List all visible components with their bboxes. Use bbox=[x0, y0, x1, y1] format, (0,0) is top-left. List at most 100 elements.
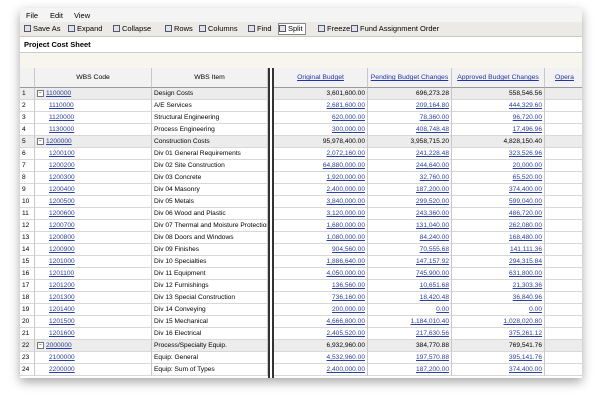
cell-link[interactable]: 1201400 bbox=[49, 306, 75, 313]
cell-link[interactable]: 1200100 bbox=[49, 150, 75, 157]
toolbar-button[interactable]: Expand bbox=[68, 24, 102, 34]
cell-link[interactable]: 3,840,000.00 bbox=[326, 198, 365, 205]
cell-link[interactable]: 374,400.00 bbox=[508, 366, 542, 373]
cell-link[interactable]: 1,184,010.40 bbox=[410, 318, 449, 325]
cell-link[interactable]: 736,160.00 bbox=[331, 294, 365, 301]
cell-link[interactable]: 2100000 bbox=[49, 354, 75, 361]
cell-link[interactable]: 244,640.00 bbox=[415, 162, 449, 169]
cell-link[interactable]: 36,840.96 bbox=[512, 294, 542, 301]
toolbar-button[interactable]: Collapse bbox=[113, 24, 151, 34]
cell-link[interactable]: 1201000 bbox=[49, 258, 75, 265]
cell-link[interactable]: 395,141.76 bbox=[508, 354, 542, 361]
cell-link[interactable]: 209,164.80 bbox=[415, 102, 449, 109]
cell-link[interactable]: 1130000 bbox=[49, 126, 75, 133]
cell-link[interactable]: 197,570.88 bbox=[415, 354, 449, 361]
cell-link[interactable]: 96,720.00 bbox=[512, 114, 542, 121]
cell-link[interactable]: 2,681,600.00 bbox=[326, 102, 365, 109]
cell-link[interactable]: 20,000.00 bbox=[512, 162, 542, 169]
toolbar-button[interactable]: Split bbox=[278, 23, 306, 35]
cell-link[interactable]: 84,240.00 bbox=[419, 234, 449, 241]
cell-link[interactable]: 323,526.96 bbox=[508, 150, 542, 157]
cell-link[interactable]: 1120000 bbox=[49, 114, 75, 121]
column-header[interactable]: Opera bbox=[545, 68, 582, 88]
cell-link[interactable]: 168,480.00 bbox=[508, 234, 542, 241]
cell-link[interactable]: 1100000 bbox=[46, 90, 72, 97]
toolbar-button[interactable]: Columns bbox=[199, 24, 238, 34]
cell-link[interactable]: 1,886,640.00 bbox=[326, 258, 365, 265]
cell-link[interactable]: 1200900 bbox=[49, 246, 75, 253]
cell-link[interactable]: 1200600 bbox=[49, 210, 75, 217]
cell-link[interactable]: 904,560.00 bbox=[331, 246, 365, 253]
cell-link[interactable]: 1110000 bbox=[49, 102, 74, 109]
cell-link[interactable]: 375,261.12 bbox=[508, 330, 542, 337]
cell-link[interactable]: 408,748.48 bbox=[415, 126, 449, 133]
cell-link[interactable]: 2200000 bbox=[49, 366, 75, 373]
cell-link[interactable]: 1200200 bbox=[49, 162, 75, 169]
cell-link[interactable]: 599,040.00 bbox=[508, 198, 542, 205]
cell-link[interactable]: 444,329.60 bbox=[508, 102, 542, 109]
cell-link[interactable]: 1201500 bbox=[49, 318, 75, 325]
cell-link[interactable]: 1200400 bbox=[49, 186, 75, 193]
cell-link[interactable]: 4,666,800.00 bbox=[326, 318, 365, 325]
cell-link[interactable]: 1,028,020.80 bbox=[503, 318, 542, 325]
cell-link[interactable]: 486,720.00 bbox=[508, 210, 542, 217]
toolbar-button[interactable]: Freeze bbox=[318, 24, 350, 34]
cell-link[interactable]: 620,000.00 bbox=[331, 114, 365, 121]
cell-link[interactable]: 2000000 bbox=[46, 342, 72, 349]
collapse-toggle[interactable]: − bbox=[37, 89, 44, 97]
menu-item[interactable]: File bbox=[26, 11, 39, 20]
cell-link[interactable]: 299,520.00 bbox=[415, 198, 449, 205]
cell-link[interactable]: 187,200.00 bbox=[415, 366, 449, 373]
cell-link[interactable]: 1200800 bbox=[49, 234, 75, 241]
cell-link[interactable]: 17,496.96 bbox=[512, 126, 542, 133]
cell-link[interactable]: 1201300 bbox=[49, 294, 75, 301]
cell-link[interactable]: 70,555.68 bbox=[419, 246, 449, 253]
menu-item[interactable]: Edit bbox=[50, 11, 63, 20]
cell-link[interactable]: 1201600 bbox=[49, 330, 75, 337]
cell-link[interactable]: 187,200.00 bbox=[415, 186, 449, 193]
cell-link[interactable]: 374,400.00 bbox=[508, 186, 542, 193]
menu-item[interactable]: View bbox=[74, 11, 91, 20]
toolbar-button[interactable]: Find bbox=[248, 24, 272, 34]
cell-link[interactable]: 65,520.00 bbox=[512, 174, 542, 181]
collapse-toggle[interactable]: − bbox=[37, 137, 44, 145]
cell-link[interactable]: 294,315.84 bbox=[508, 258, 542, 265]
cell-link[interactable]: 64,880,000.00 bbox=[322, 162, 365, 169]
cell-link[interactable]: 1,080,000.00 bbox=[326, 234, 365, 241]
cell-link[interactable]: 217,630.56 bbox=[415, 330, 449, 337]
cell-link[interactable]: 4,532,960.00 bbox=[326, 354, 365, 361]
cell-link[interactable]: 1201100 bbox=[49, 270, 75, 277]
cell-link[interactable]: 131,040.00 bbox=[415, 222, 449, 229]
cell-link[interactable]: 200,000.00 bbox=[331, 306, 365, 313]
cell-link[interactable]: 2,072,160.00 bbox=[326, 150, 365, 157]
cell-link[interactable]: 2,400,000.00 bbox=[326, 186, 365, 193]
cell-link[interactable]: 141,111.36 bbox=[509, 246, 542, 253]
cell-link[interactable]: 3,120,000.00 bbox=[326, 210, 365, 217]
cell-link[interactable]: 243,360.00 bbox=[415, 210, 449, 217]
cell-link[interactable]: 136,560.00 bbox=[331, 282, 365, 289]
cell-link[interactable]: 0.00 bbox=[436, 306, 449, 313]
cell-link[interactable]: 262,080.00 bbox=[508, 222, 542, 229]
cell-link[interactable]: 0.00 bbox=[529, 306, 542, 313]
column-header[interactable]: Pending Budget Changes bbox=[368, 68, 452, 88]
cell-link[interactable]: 21,303.36 bbox=[512, 282, 542, 289]
cell-link[interactable]: 631,800.00 bbox=[508, 270, 542, 277]
cell-link[interactable]: 1200300 bbox=[49, 174, 75, 181]
cell-link[interactable]: 745,900.00 bbox=[415, 270, 449, 277]
column-header[interactable]: Approved Budget Changes bbox=[452, 68, 545, 88]
cell-link[interactable]: 32,760.00 bbox=[419, 174, 449, 181]
cell-link[interactable]: 241,228.48 bbox=[415, 150, 449, 157]
cell-link[interactable]: 1200500 bbox=[49, 198, 75, 205]
cell-link[interactable]: 1201200 bbox=[49, 282, 75, 289]
cell-link[interactable]: 300,000.00 bbox=[331, 126, 365, 133]
toolbar-button[interactable]: Rows bbox=[165, 24, 193, 34]
cell-link[interactable]: 78,360.00 bbox=[419, 114, 449, 121]
column-header[interactable]: Original Budget bbox=[274, 68, 368, 88]
collapse-toggle[interactable]: − bbox=[37, 341, 44, 349]
cell-link[interactable]: 10,651.68 bbox=[419, 282, 449, 289]
cell-link[interactable]: 2,400,000.00 bbox=[326, 366, 365, 373]
cell-link[interactable]: 18,420.48 bbox=[419, 294, 449, 301]
cell-link[interactable]: 2,405,520.00 bbox=[326, 330, 365, 337]
toolbar-button[interactable]: Fund Assignment Order bbox=[351, 24, 439, 34]
cell-link[interactable]: 1200700 bbox=[49, 222, 75, 229]
